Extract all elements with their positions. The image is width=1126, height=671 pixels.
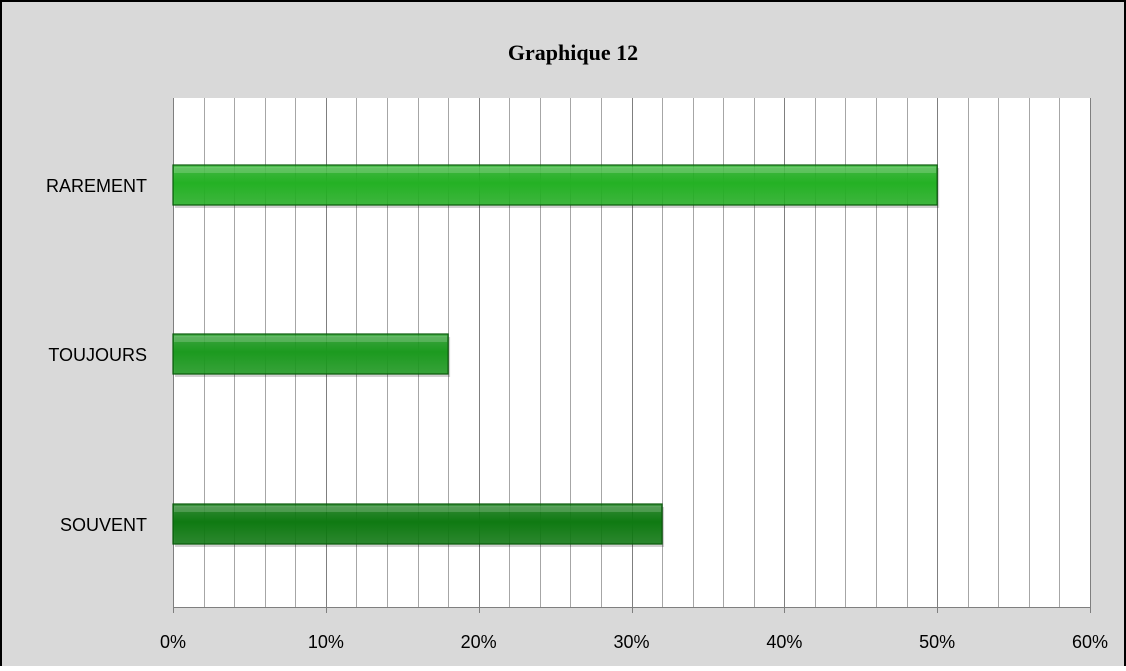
x-tick-label: 60% bbox=[1072, 632, 1108, 652]
bar-highlight bbox=[174, 167, 936, 173]
x-tick-label: 50% bbox=[919, 632, 955, 652]
category-label-rarement: RAREMENT bbox=[46, 176, 147, 196]
bar-highlight bbox=[174, 506, 661, 512]
chart-title: Graphique 12 bbox=[508, 40, 638, 65]
x-tick-label: 30% bbox=[613, 632, 649, 652]
bar-highlight bbox=[174, 336, 447, 342]
category-label-souvent: SOUVENT bbox=[60, 515, 147, 535]
x-tick-label: 0% bbox=[160, 632, 186, 652]
x-tick-label: 40% bbox=[766, 632, 802, 652]
x-tick-label: 20% bbox=[461, 632, 497, 652]
category-label-toujours: TOUJOURS bbox=[48, 345, 147, 365]
x-tick-label: 10% bbox=[308, 632, 344, 652]
